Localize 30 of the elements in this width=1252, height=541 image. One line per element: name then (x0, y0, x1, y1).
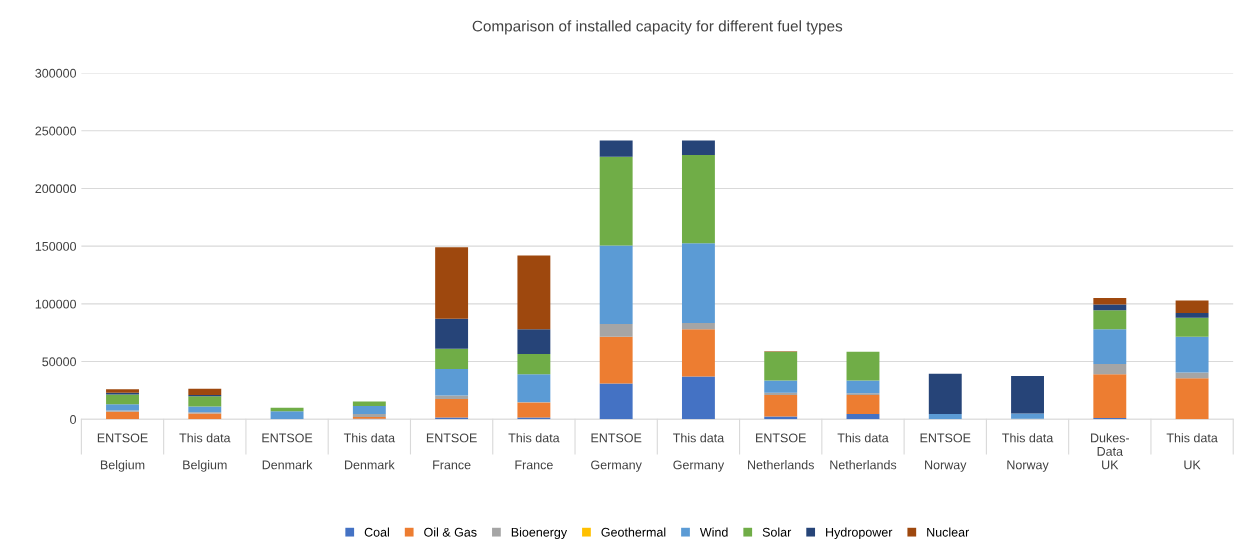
y-tick-label: 250000 (35, 126, 77, 136)
y-tick-label: 300000 (35, 68, 77, 78)
category-label: This data Belgium (179, 433, 231, 472)
y-tick-label: 50000 (42, 357, 77, 367)
y-tick-label: 150000 (35, 241, 77, 251)
y-tick-label: 200000 (35, 184, 77, 194)
category-label: This data France (508, 433, 560, 470)
legend-label: Wind (699, 527, 728, 537)
category-label: ENTSOE Denmark (262, 433, 313, 470)
category-label: This data Norway (1002, 433, 1054, 472)
category-label: ENTSOE Belgium (97, 433, 148, 472)
category-label: This data Denmark (343, 433, 396, 470)
legend-label: Nuclear (927, 527, 970, 537)
category-label: ENTSOE France (426, 433, 477, 470)
category-label: ENTSOE Norway (920, 433, 971, 472)
legend-label: Solar (762, 527, 792, 537)
legend-label: Geothermal (601, 527, 666, 537)
category-label: This data Germany (673, 433, 725, 472)
legend-label: Oil & Gas (424, 527, 477, 537)
x-tick-label: Dukes- Data UK (1091, 433, 1130, 470)
y-tick-label: 0 (70, 415, 77, 424)
category-label: ENTSOE Netherlands (748, 433, 814, 470)
legend-label: Bioenergy (511, 527, 568, 540)
category-label: This data Netherlands (830, 433, 897, 470)
legend-label: Coal (364, 527, 389, 537)
category-label: ENTSOE Germany (591, 433, 642, 472)
y-tick-label: 100000 (35, 299, 77, 309)
legend-label: Hydropower (826, 527, 893, 540)
chart-title: Comparison of installed capacity for different fuel types (472, 20, 843, 35)
category-label: This data UK (1166, 433, 1218, 470)
